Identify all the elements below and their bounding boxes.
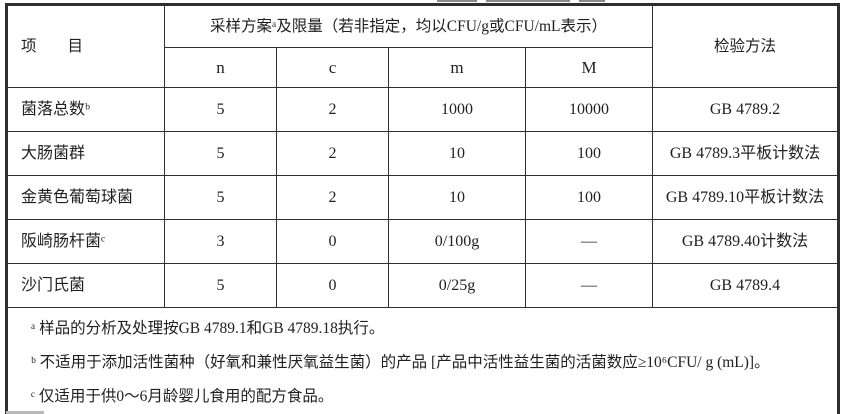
row-m-value: 0/25g: [388, 263, 526, 308]
row-c-value: 2: [276, 175, 389, 220]
table-row: 金黄色葡萄球菌 5 2 10 100 GB 4789.10平板计数法: [6, 175, 839, 220]
row-M-value: 100: [525, 131, 653, 176]
footnote-c: ᶜ 仅适用于供0～6月龄婴儿食用的配方食品。: [31, 387, 334, 405]
row-M-value: —: [525, 263, 653, 308]
footnote-b: ᵇ 不适用于添加活性菌种（好氧和兼性厌氧益生菌）的产品 [产品中活性益生菌的活菌…: [31, 353, 770, 371]
cropped-text-mark: [437, 0, 477, 2]
cropped-text-mark: [486, 0, 570, 2]
row-m-value: 0/100g: [388, 219, 526, 264]
table-row: 阪崎肠杆菌ᶜ 3 0 0/100g — GB 4789.40计数法: [6, 219, 839, 264]
row-c-value: 2: [276, 87, 389, 132]
row-m-value: 10: [388, 175, 526, 220]
row-n-value: 3: [164, 219, 277, 264]
table-row: 沙门氏菌 5 0 0/25g — GB 4789.4: [6, 263, 839, 308]
row-method: GB 4789.2: [652, 87, 839, 132]
row-c-value: 0: [276, 263, 389, 308]
row-c-value: 0: [276, 219, 389, 264]
row-n-value: 5: [164, 87, 277, 132]
row-M-value: —: [525, 219, 653, 264]
row-M-value: 10000: [525, 87, 653, 132]
row-m-value: 1000: [388, 87, 526, 132]
table-row: 大肠菌群 5 2 10 100 GB 4789.3平板计数法: [6, 131, 839, 176]
header-subcol-c: c: [276, 47, 389, 88]
header-subcol-M: M: [525, 47, 653, 88]
row-n-value: 5: [164, 263, 277, 308]
header-method-column: 检验方法: [652, 4, 839, 88]
row-M-value: 100: [525, 175, 653, 220]
cropped-text-mark: [579, 0, 605, 2]
row-item-name: 大肠菌群: [6, 131, 165, 176]
header-item-column: 项 目: [6, 4, 165, 88]
cropped-bottom-fragment: [6, 411, 44, 414]
table-row: 菌落总数ᵇ 5 2 1000 10000 GB 4789.2: [6, 87, 839, 132]
row-method: GB 4789.10平板计数法: [652, 175, 839, 220]
header-subcol-n: n: [164, 47, 277, 88]
header-sampling-plan: 采样方案ᵃ及限量（若非指定，均以CFU/g或CFU/mL表示）: [164, 4, 653, 48]
row-c-value: 2: [276, 131, 389, 176]
row-item-name: 阪崎肠杆菌ᶜ: [6, 219, 165, 264]
row-item-name: 金黄色葡萄球菌: [6, 175, 165, 220]
microbial-limits-table: 项 目 采样方案ᵃ及限量（若非指定，均以CFU/g或CFU/mL表示） 检验方法…: [5, 3, 840, 414]
row-item-name: 菌落总数ᵇ: [6, 87, 165, 132]
footnotes-cell: ᵃ 样品的分析及处理按GB 4789.1和GB 4789.18执行。 ᵇ 不适用…: [6, 307, 839, 414]
row-n-value: 5: [164, 175, 277, 220]
row-m-value: 10: [388, 131, 526, 176]
header-subcol-m: m: [388, 47, 526, 88]
row-method: GB 4789.4: [652, 263, 839, 308]
row-n-value: 5: [164, 131, 277, 176]
row-item-name: 沙门氏菌: [6, 263, 165, 308]
cropped-title-fragment: [437, 0, 605, 2]
row-method: GB 4789.40计数法: [652, 219, 839, 264]
footnote-a: ᵃ 样品的分析及处理按GB 4789.1和GB 4789.18执行。: [31, 320, 385, 337]
row-method: GB 4789.3平板计数法: [652, 131, 839, 176]
